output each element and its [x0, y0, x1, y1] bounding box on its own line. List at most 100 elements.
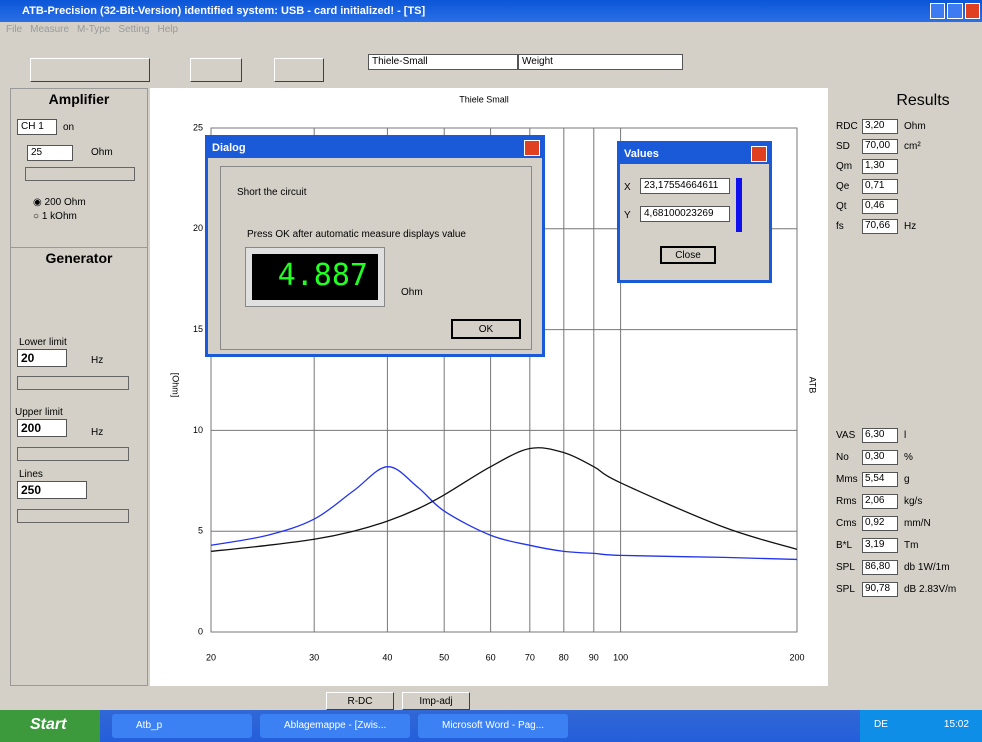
upper-limit[interactable]: 200 [21, 421, 42, 435]
x-label: X [624, 182, 631, 193]
meter-unit: Ohm [401, 287, 423, 298]
start-button[interactable]: Start [0, 710, 100, 742]
result-name: SPL [836, 583, 855, 595]
menu-bar: File Measure M-Type Setting Help [6, 24, 178, 38]
result-row: B*L 3,19 Tm [836, 534, 956, 556]
dialog-text: Press OK after automatic measure display… [247, 229, 466, 240]
result-unit: Tm [904, 539, 919, 551]
result-value: 3,19 [862, 537, 898, 553]
amplifier-title: Amplifier [48, 91, 110, 107]
x-tick-label: 90 [589, 652, 599, 662]
y-tick-label: 25 [193, 122, 203, 132]
graph-buttons[interactable] [190, 58, 242, 82]
lower-limit[interactable]: 20 [21, 351, 35, 365]
scrollbar[interactable] [17, 509, 129, 523]
y-axis-label: [Ohm] [171, 373, 181, 398]
result-name: B*L [836, 539, 853, 551]
result-unit: % [904, 451, 913, 463]
mode-dropdown[interactable]: Thiele-Small [368, 54, 518, 70]
result-row: Cms 0,92 mm/N [836, 512, 956, 534]
result-row: SPL 86,80 db 1W/1m [836, 556, 956, 578]
right-label: ATB [808, 377, 818, 394]
scrollbar[interactable] [17, 447, 129, 461]
result-unit: cm² [904, 140, 921, 152]
dialog-body: Short the circuit Press OK after automat… [220, 166, 532, 350]
title-bar: ATB-Precision (32-Bit-Version) identifie… [0, 0, 982, 22]
radio[interactable]: ○ 1 kOhm [33, 211, 77, 222]
window-controls[interactable] [930, 3, 980, 19]
file-buttons[interactable] [30, 58, 150, 82]
result-row: RDC 3,20 Ohm [836, 116, 926, 136]
result-unit: mm/N [904, 517, 931, 529]
minimize[interactable] [930, 3, 946, 19]
task-item[interactable]: Atb_p [112, 714, 252, 738]
menu-item[interactable]: M-Type [77, 24, 111, 35]
menu-item[interactable]: Measure [30, 24, 70, 35]
maximize[interactable] [947, 3, 963, 19]
result-value: 90,78 [862, 581, 898, 597]
task-item[interactable]: Microsoft Word - Pag... [418, 714, 568, 738]
result-unit: l [904, 429, 907, 441]
y-value: 4,68100023269 [644, 208, 714, 219]
ok-button[interactable]: OK [451, 319, 521, 339]
result-value: 0,46 [862, 198, 898, 214]
result-name: RDC [836, 120, 858, 132]
scrollbar[interactable] [17, 376, 129, 390]
x-tick-label: 100 [613, 652, 628, 662]
result-unit: kg/s [904, 495, 923, 507]
result-value: 70,00 [862, 138, 898, 154]
radio[interactable]: ◉ 200 Ohm [33, 197, 86, 208]
close[interactable] [964, 3, 980, 19]
result-name: Mms [836, 473, 858, 485]
dropdown-text: Weight [522, 56, 553, 67]
label: Upper limit [15, 407, 63, 418]
y-tick-label: 5 [198, 526, 203, 536]
result-unit: db 1W/1m [904, 561, 950, 573]
y-tick-label: 15 [193, 324, 203, 334]
language: DE [874, 719, 888, 730]
x-tick-label: 40 [382, 652, 392, 662]
curve [210, 466, 798, 561]
results-title: Results [896, 92, 950, 109]
tab[interactable]: R-DC [326, 692, 394, 710]
tab[interactable]: Imp-adj [402, 692, 470, 710]
lines[interactable]: 250 [21, 483, 42, 497]
result-value: 70,66 [862, 218, 898, 234]
menu-item[interactable]: File [6, 24, 23, 35]
chart-title: Thiele Small [459, 94, 509, 104]
result-value: 0,30 [862, 449, 898, 465]
result-row: SD 70,00 cm² [836, 136, 926, 156]
close-button[interactable]: Close [660, 246, 716, 264]
label: Lower limit [19, 337, 67, 348]
channel: CH 1 [21, 121, 44, 132]
x-value: 23,17554664611 [644, 180, 719, 191]
result-value: 86,80 [862, 559, 898, 575]
result-unit: Ohm [904, 120, 926, 132]
values-close-x[interactable] [751, 146, 767, 162]
settings-buttons[interactable] [274, 58, 324, 82]
x-tick-label: 200 [789, 652, 804, 662]
tray: DE 15:02 [860, 710, 982, 742]
menu-item[interactable]: Help [157, 24, 179, 35]
x-tick-label: 50 [439, 652, 449, 662]
menu-item[interactable]: Setting [118, 24, 150, 35]
unit: Hz [91, 427, 104, 438]
result-value: 2,06 [862, 493, 898, 509]
y-label: Y [624, 210, 631, 221]
y-tick-label: 0 [198, 626, 203, 636]
curve [210, 447, 798, 553]
task-item[interactable]: Ablagemappe - [Zwis... [260, 714, 410, 738]
result-unit: dB 2.83V/m [904, 583, 957, 595]
weight-dropdown[interactable]: Weight [518, 54, 683, 70]
y-tick-label: 20 [193, 223, 203, 233]
dialog-close[interactable] [524, 140, 540, 156]
unit: Hz [91, 355, 104, 366]
values-title: Values [620, 144, 769, 164]
result-row: fs 70,66 Hz [836, 216, 926, 236]
x-tick-label: 70 [525, 652, 535, 662]
result-name: Qt [836, 200, 847, 212]
amp-value[interactable]: 25 [31, 147, 43, 158]
x-tick-label: 80 [559, 652, 569, 662]
scrollbar[interactable] [25, 167, 135, 181]
